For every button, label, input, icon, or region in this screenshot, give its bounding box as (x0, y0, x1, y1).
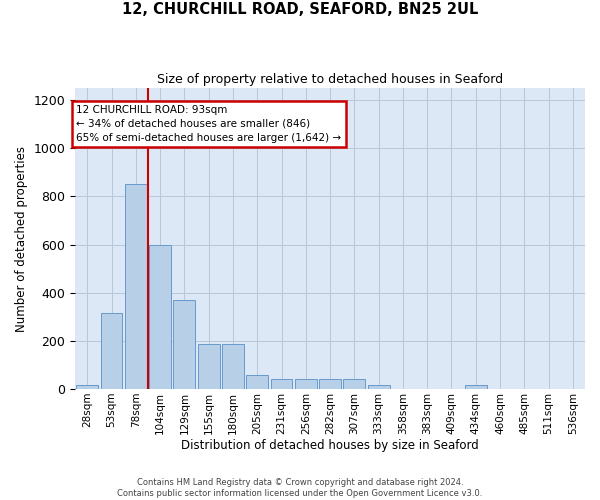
Bar (198, 344, 220, 389)
Text: Contains HM Land Registry data © Crown copyright and database right 2024.
Contai: Contains HM Land Registry data © Crown c… (118, 478, 482, 498)
Bar (295, 380, 317, 389)
Bar (222, 344, 244, 389)
Bar (173, 300, 196, 389)
Bar (319, 380, 341, 389)
Bar (465, 386, 487, 389)
Bar (368, 386, 389, 389)
Bar (76, 386, 98, 389)
Title: Size of property relative to detached houses in Seaford: Size of property relative to detached ho… (157, 72, 503, 86)
Bar (149, 244, 171, 389)
Y-axis label: Number of detached properties: Number of detached properties (15, 146, 28, 332)
Bar (271, 380, 292, 389)
Bar (247, 374, 268, 389)
Text: 12, CHURCHILL ROAD, SEAFORD, BN25 2UL: 12, CHURCHILL ROAD, SEAFORD, BN25 2UL (122, 2, 478, 18)
Bar (125, 184, 147, 389)
Bar (101, 313, 122, 389)
X-axis label: Distribution of detached houses by size in Seaford: Distribution of detached houses by size … (181, 440, 479, 452)
Text: 12 CHURCHILL ROAD: 93sqm
← 34% of detached houses are smaller (846)
65% of semi-: 12 CHURCHILL ROAD: 93sqm ← 34% of detach… (76, 105, 341, 143)
Bar (343, 380, 365, 389)
